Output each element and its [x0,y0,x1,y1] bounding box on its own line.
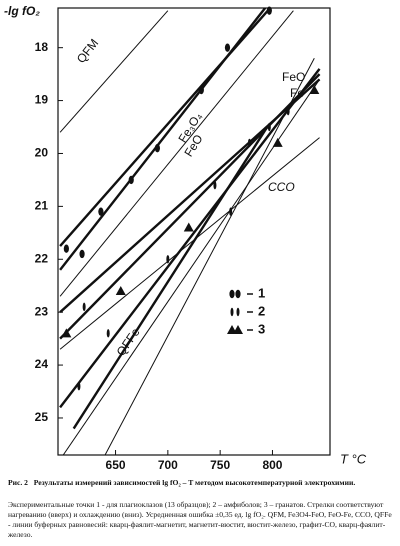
point [286,106,290,116]
point [82,302,86,312]
buffer-line [59,10,294,297]
point [183,222,194,232]
point [266,6,272,15]
x-tick-label: 800 [262,458,282,472]
buffer-line [104,58,315,455]
legend-marker [236,307,240,317]
point [224,43,231,52]
y-tick-label: 25 [35,410,49,424]
buffer-line [59,10,169,133]
point [106,329,110,338]
caption-title: Результаты измерений зависимостей lg fO₂… [33,478,356,487]
fit-line [59,68,321,409]
x-tick-label: 650 [106,458,126,472]
legend-marker [229,289,235,299]
point [115,286,126,296]
point [229,207,233,216]
figure-number: Рис. 2 [8,478,28,487]
legend-marker [230,307,234,317]
plot-frame [57,7,331,456]
buffer-label: CCO [268,180,295,194]
point [61,328,72,338]
x-tick-label: 750 [210,458,230,472]
point [247,138,251,148]
buffer-label: FeO [282,70,305,84]
y-tick-label: 20 [35,146,49,160]
legend-marker [235,289,241,299]
point [128,175,134,185]
point [267,122,271,132]
point [213,181,217,190]
point [98,207,104,216]
point [154,143,160,153]
y-tick-label: 18 [35,40,49,54]
y-tick-label: 23 [35,304,49,318]
y-tick-label: 22 [35,251,49,265]
legend-label: 1 [258,285,265,300]
point [198,85,204,95]
y-axis-label: -lg fO₂ [4,4,40,18]
caption-head: Рис. 2 Результаты измерений зависимостей… [8,478,392,488]
legend-label: 2 [258,303,265,318]
legend-marker [233,325,243,334]
buffer-line [59,137,320,350]
x-tick-label: 700 [158,458,178,472]
point [79,249,85,259]
point [77,382,81,391]
x-axis-label: T °C [340,451,367,466]
buffer-label: Fe [290,86,304,100]
fit-line [72,126,269,430]
point [272,137,283,147]
y-tick-label: 21 [35,199,49,213]
point [309,84,320,94]
fit-line [59,73,321,340]
fit-line [59,8,267,271]
point [166,255,170,264]
legend-label: 3 [258,321,265,336]
caption-text: Экспериментальные точки 1 - для плагиокл… [8,500,392,539]
y-tick-label: 19 [35,93,49,107]
y-tick-label: 24 [35,357,49,371]
point [63,244,69,253]
buffer-label: QFM [74,36,101,66]
